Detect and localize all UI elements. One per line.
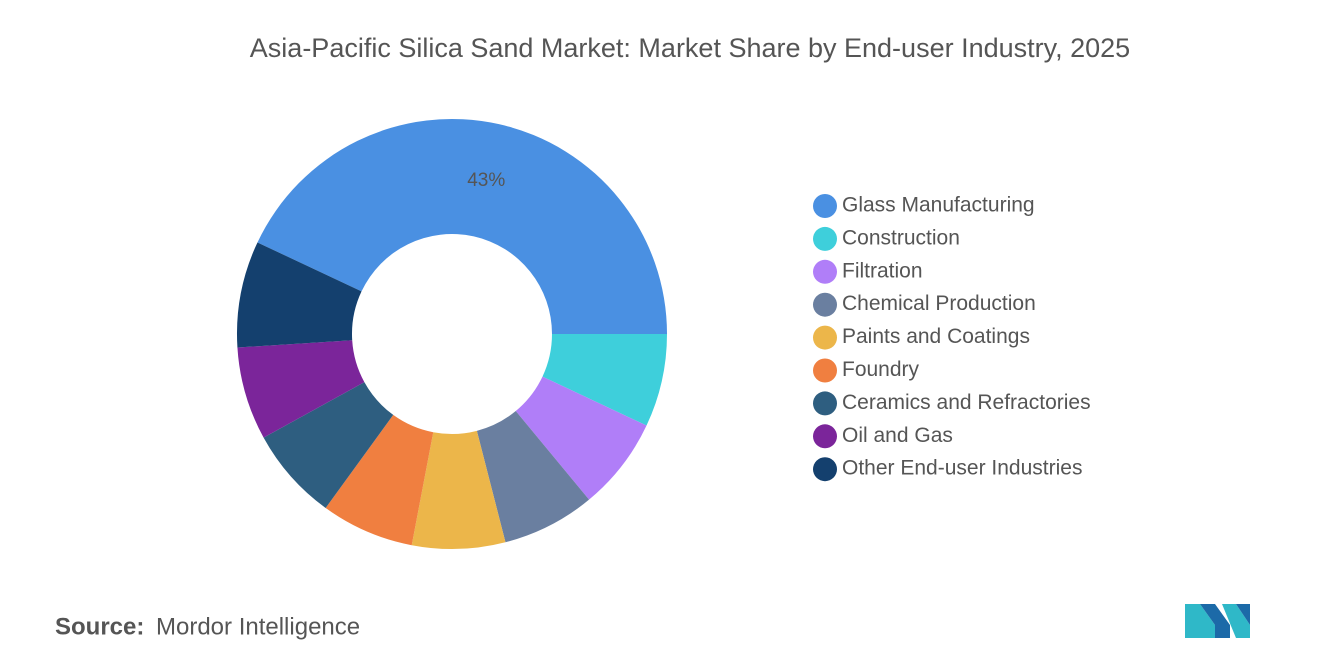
- source: Mordor Intelligence: [156, 613, 360, 640]
- legend-label: Construction: [842, 226, 960, 249]
- slice: [542, 334, 667, 426]
- legend-label: Oil and Gas: [842, 424, 953, 447]
- legend-swatch: [813, 194, 837, 218]
- legend-label: Foundry: [842, 358, 920, 381]
- slice: [476, 411, 590, 543]
- source-label: Source:: [55, 613, 144, 640]
- legend-swatch: [813, 391, 837, 416]
- slice: [515, 376, 647, 500]
- legend-swatch: [813, 457, 837, 482]
- legend-label: Glass Manufacturing: [842, 194, 1035, 217]
- slice: [237, 340, 365, 438]
- slice: [257, 119, 667, 334]
- chart-title: Asia-Pacific Silica Sand Market: Market …: [250, 33, 1130, 63]
- legend-swatch: [813, 325, 837, 350]
- legend-label: Other End-user Industries: [842, 457, 1082, 480]
- legend-label: Ceramics and Refractories: [842, 391, 1091, 414]
- legend-label: Paints and Coatings: [842, 325, 1030, 348]
- legend-swatch: [813, 226, 837, 251]
- legend-label: Chemical Production: [842, 292, 1036, 315]
- slice: [325, 414, 434, 546]
- legend-label: Filtration: [842, 259, 923, 282]
- slice: [263, 382, 394, 508]
- legend-swatch: [813, 292, 837, 317]
- slice: [237, 242, 362, 348]
- value-label: 43%: [467, 170, 505, 191]
- legend-swatch: [813, 424, 837, 449]
- logo: [1185, 604, 1250, 638]
- slice: [411, 430, 506, 549]
- legend-swatch: [813, 259, 837, 284]
- legend-swatch: [813, 358, 837, 383]
